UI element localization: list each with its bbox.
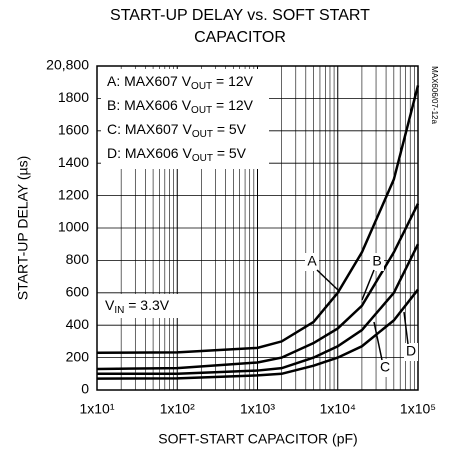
y-tick-label: 200 — [66, 348, 90, 364]
series-line — [96, 85, 420, 354]
legend-entry-text: A: MAX607 V — [107, 73, 192, 89]
annotation: VIN = 3.3V — [105, 297, 170, 316]
legend-entry-text: = 5V — [213, 121, 247, 137]
y-tick-label: 1000 — [58, 219, 89, 235]
legend-entry-text: = 12V — [212, 97, 254, 113]
y-tick-label: 400 — [66, 316, 90, 332]
legend-entry-text: B: MAX606 V — [107, 97, 192, 113]
y-tick-label: 20,800 — [46, 57, 89, 73]
legend-entry: A: MAX607 VOUT = 12V — [107, 73, 254, 92]
curve-label: B — [372, 253, 381, 269]
annotation-sub: IN — [114, 305, 124, 316]
side-note: MAX606/07-12a — [430, 66, 439, 124]
legend-entry-sub: OUT — [192, 153, 213, 164]
chart-title: CAPACITOR — [194, 29, 286, 46]
curve-label-bg — [378, 359, 392, 377]
x-tick-label: 1x10³ — [240, 401, 275, 417]
series-line — [97, 243, 420, 376]
x-tick-label: 1x10² — [160, 401, 195, 417]
curve-label: C — [380, 359, 390, 375]
y-tick-label: 1200 — [58, 186, 89, 202]
legend-entry-sub: OUT — [191, 81, 212, 92]
curve-label-bg — [370, 253, 384, 271]
curve-arrow — [373, 321, 383, 361]
curve-label: D — [406, 343, 416, 359]
x-tick-label: 1x10⁵ — [400, 401, 436, 417]
curve-arrow — [403, 311, 409, 345]
legend-entry: B: MAX606 VOUT = 12V — [107, 97, 254, 116]
x-axis-label: SOFT-START CAPACITOR (pF) — [158, 431, 357, 447]
y-tick-label: 600 — [66, 284, 90, 300]
legend-entry: D: MAX606 VOUT = 5V — [107, 145, 247, 164]
y-tick-label: 0 — [81, 381, 89, 397]
annotation-text: = 3.3V — [124, 297, 169, 313]
x-tick-label: 1x10⁴ — [320, 401, 356, 417]
y-tick-label: 800 — [66, 251, 90, 267]
legend-entry-text: C: MAX607 V — [107, 121, 192, 137]
curve-label-bg — [404, 343, 418, 361]
y-axis-label: START-UP DELAY (µs) — [15, 156, 31, 300]
legend-entry-text: = 5V — [213, 145, 247, 161]
plot-frame — [96, 65, 419, 391]
curve-label-bg — [305, 253, 319, 271]
y-tick-label: 1600 — [58, 122, 89, 138]
legend-entry-text: = 12V — [212, 73, 254, 89]
legend-box — [101, 69, 269, 169]
annotation-text: V — [105, 297, 115, 313]
legend-entry-sub: OUT — [191, 105, 212, 116]
chart-title: START-UP DELAY vs. SOFT START — [110, 7, 370, 24]
series-line — [96, 288, 419, 380]
curve-arrow — [361, 269, 375, 301]
y-tick-label: 1400 — [58, 154, 89, 170]
legend-entry: C: MAX607 VOUT = 5V — [107, 121, 247, 140]
legend-entry-sub: OUT — [192, 129, 213, 140]
annotation-box — [101, 294, 197, 318]
curve-arrow — [316, 269, 339, 291]
curve-label: A — [307, 253, 317, 269]
legend-entry-text: D: MAX606 V — [107, 145, 192, 161]
x-tick-label: 1x10¹ — [79, 401, 114, 417]
y-tick-label: 1800 — [58, 89, 89, 105]
